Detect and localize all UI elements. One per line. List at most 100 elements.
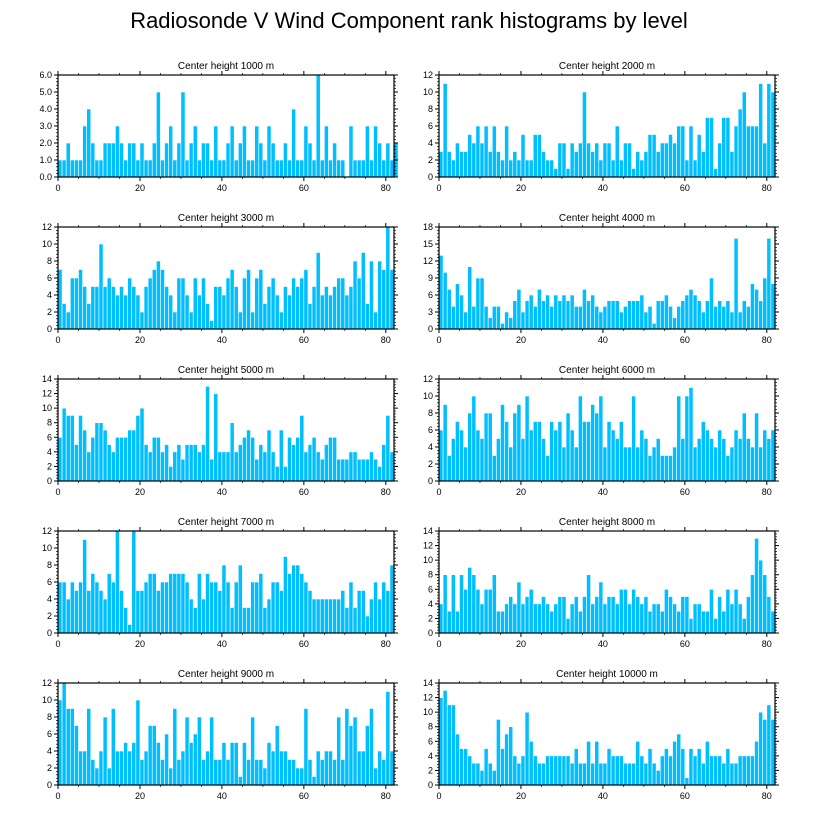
y-tick-label: 2 bbox=[428, 765, 433, 775]
histogram-bar bbox=[647, 306, 653, 330]
y-tick-label: 0.0 bbox=[39, 172, 52, 182]
histogram-bar bbox=[188, 742, 194, 786]
histogram-bar bbox=[365, 725, 370, 786]
y-tick-label: 6 bbox=[47, 432, 52, 442]
histogram-bar bbox=[209, 581, 215, 634]
histogram-bar bbox=[360, 458, 366, 482]
histogram-bar bbox=[741, 91, 747, 178]
histogram-bar bbox=[647, 748, 653, 786]
histogram-bar bbox=[303, 125, 309, 178]
histogram-bar bbox=[213, 759, 219, 786]
histogram-bar bbox=[328, 159, 333, 178]
histogram-bar bbox=[98, 422, 104, 482]
x-tick-label: 0 bbox=[55, 335, 60, 345]
histogram-bar bbox=[336, 159, 342, 178]
histogram-bar bbox=[254, 277, 260, 330]
histogram-bar bbox=[532, 755, 538, 786]
histogram-bar bbox=[344, 607, 350, 634]
histogram-bar bbox=[389, 451, 395, 482]
histogram-bar bbox=[471, 395, 477, 482]
histogram-bar bbox=[385, 691, 391, 786]
histogram-bar bbox=[274, 725, 280, 786]
histogram-bar bbox=[172, 573, 178, 634]
histogram-bar bbox=[450, 704, 456, 786]
histogram-bar bbox=[672, 317, 677, 330]
histogram-bar bbox=[250, 436, 255, 482]
histogram-bar bbox=[184, 581, 190, 634]
histogram-bar bbox=[266, 429, 272, 482]
histogram-bar bbox=[750, 755, 755, 786]
histogram-bar bbox=[78, 581, 83, 634]
histogram-bar bbox=[696, 603, 702, 634]
histogram-bar bbox=[614, 603, 620, 634]
histogram-bar bbox=[717, 755, 723, 786]
histogram-bar bbox=[135, 699, 141, 786]
histogram-bar bbox=[65, 708, 71, 786]
histogram-bar bbox=[385, 590, 391, 634]
histogram-bar bbox=[705, 117, 710, 178]
y-tick-label: 6 bbox=[428, 121, 433, 131]
histogram-bar bbox=[217, 590, 223, 634]
y-tick-label: 12 bbox=[423, 374, 433, 384]
histogram-bar bbox=[365, 615, 370, 634]
histogram-bar bbox=[365, 458, 370, 482]
x-tick-label: 60 bbox=[680, 183, 690, 193]
histogram-bar bbox=[164, 142, 169, 178]
histogram-bar bbox=[651, 323, 657, 330]
histogram-bar bbox=[528, 294, 534, 330]
histogram-bar bbox=[520, 438, 526, 482]
histogram-bar bbox=[450, 438, 456, 482]
histogram-bar bbox=[233, 286, 239, 330]
histogram-bar bbox=[524, 596, 530, 634]
histogram-bar bbox=[684, 294, 690, 330]
x-tick-label: 80 bbox=[381, 791, 391, 801]
histogram-bar bbox=[569, 294, 575, 330]
x-tick-label: 40 bbox=[598, 791, 608, 801]
histogram-bar bbox=[594, 740, 600, 786]
histogram-bar bbox=[242, 607, 247, 634]
histogram-bar bbox=[303, 708, 309, 786]
histogram-bar bbox=[639, 755, 645, 786]
histogram-bar bbox=[311, 776, 317, 786]
histogram-bar bbox=[578, 762, 583, 786]
histogram-bar bbox=[696, 134, 702, 178]
histogram-bar bbox=[119, 750, 124, 786]
histogram-bar bbox=[303, 269, 309, 330]
histogram-bar bbox=[598, 311, 604, 330]
histogram-bar bbox=[450, 306, 456, 330]
histogram-bar bbox=[606, 300, 612, 330]
histogram-bar bbox=[270, 277, 276, 330]
x-tick-label: 20 bbox=[135, 639, 145, 649]
histogram-bar bbox=[184, 294, 190, 330]
histogram-bar bbox=[164, 733, 169, 786]
histogram-bar bbox=[508, 596, 514, 634]
histogram-bar bbox=[246, 269, 251, 330]
histogram-bar bbox=[627, 446, 632, 482]
panel-title: Center height 2000 m bbox=[559, 61, 655, 72]
histogram-bar bbox=[184, 444, 190, 482]
histogram-bar bbox=[664, 294, 669, 330]
histogram-bar bbox=[110, 451, 116, 482]
y-tick-label: 2 bbox=[47, 461, 52, 471]
histogram-bar bbox=[237, 776, 243, 786]
histogram-bar bbox=[725, 300, 731, 330]
histogram-bar bbox=[733, 429, 739, 482]
histogram-bar bbox=[741, 300, 747, 330]
histogram-bar bbox=[479, 277, 485, 330]
histogram-bar bbox=[700, 610, 706, 634]
histogram-bar bbox=[549, 610, 555, 634]
histogram-bar bbox=[110, 708, 116, 786]
histogram-bar bbox=[119, 286, 124, 330]
histogram-panel: Center height 10000 m 0 2 4 6 8 10 12 14 0 20 40 60 8… bbox=[423, 669, 779, 801]
histogram-bar bbox=[627, 762, 632, 786]
histogram-bar bbox=[147, 451, 153, 482]
histogram-bar bbox=[86, 708, 92, 786]
histogram-bar bbox=[209, 320, 215, 330]
y-tick-label: 10 bbox=[423, 87, 433, 97]
histogram-bar bbox=[696, 300, 702, 330]
histogram-bar bbox=[512, 755, 518, 786]
histogram-bar bbox=[61, 682, 67, 786]
histogram-bar bbox=[205, 385, 210, 482]
histogram-bar bbox=[151, 573, 157, 634]
x-tick-label: 80 bbox=[762, 791, 772, 801]
